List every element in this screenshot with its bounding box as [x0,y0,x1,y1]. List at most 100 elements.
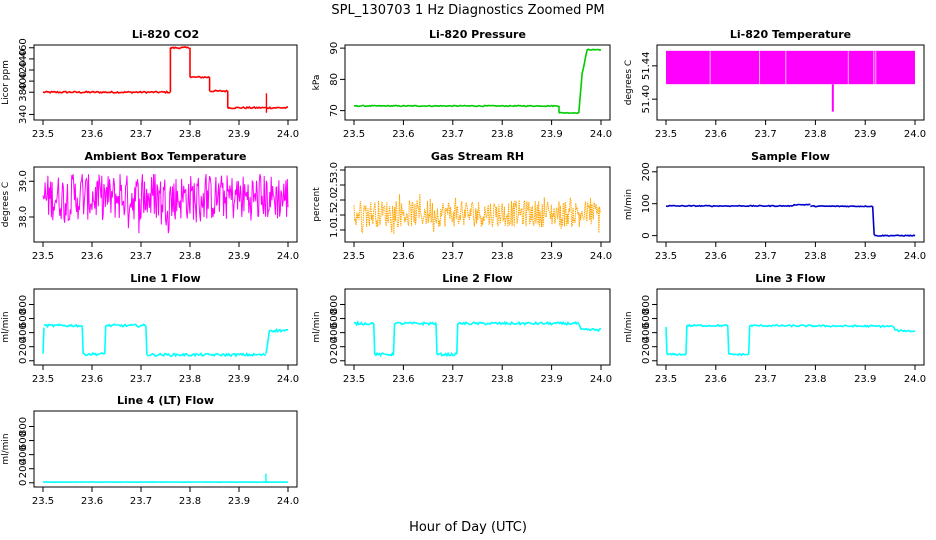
series-line [209,89,229,93]
data-layer [42,46,288,113]
y-tick-label: 1.5 [329,207,340,223]
y-axis-label: degrees C [624,60,634,105]
x-tick-label: 23.7 [442,374,464,385]
series-line [435,323,438,355]
series-line [105,323,146,328]
x-tick-label: 23.6 [705,374,727,385]
series-line [42,90,171,95]
y-tick-label: 100 [641,194,652,213]
data-layer [353,194,602,235]
data-layer [353,320,601,358]
chart-panel-2: Li-820 Pressure 23.5 23.6 23.7 23.8 23.9 24.0 7… [312,28,612,140]
y-tick-label: 0 [18,480,29,486]
x-tick-label: 23.6 [392,251,414,262]
y-tick-label: 2.0 [329,192,340,208]
y-tick-label: 600 [641,309,652,328]
y-tick-label: 400 [18,323,29,342]
data-layer [353,48,602,115]
y-tick-label: 0 [641,232,652,238]
x-tick-label: 23.9 [540,129,562,140]
x-tick-label: 23.7 [130,496,152,507]
plot-frame [33,44,298,121]
series-line [810,204,873,208]
chart-panel-8: Line 2 Flow 23.5 23.6 23.7 23.8 23.9 24.0 0 2004… [312,272,612,385]
panels: Li-820 CO2 23.5 23.6 23.7 23.8 23.9 24.0 340 380… [1,28,926,507]
y-tick-label: 800 [18,417,29,436]
plot-frame [656,166,925,243]
x-tick-label: 23.7 [130,251,152,262]
series-line [685,325,688,355]
x-tick-label: 23.8 [491,374,513,385]
series-line [871,206,875,236]
y-tick-label: 200 [641,162,652,181]
y-tick-label: 380 [18,83,29,102]
y-axis-label: percent [312,187,322,222]
series-line [353,194,602,235]
series-line [665,326,668,355]
data-layer [42,174,289,234]
series-line [728,352,750,357]
chart-panel-10: Line 4 (LT) Flow 23.5 23.6 23.7 23.8 23.9 24.0… [1,394,299,507]
chart-panel-6: Sample Flow 23.5 23.6 23.7 23.8 23.9 24.0 0 100 2… [624,150,926,262]
y-tick-label: 200 [641,337,652,356]
x-tick-label: 23.9 [540,251,562,262]
x-tick-label: 23.5 [655,251,677,262]
x-tick-label: 23.6 [81,129,103,140]
series-line [269,327,288,333]
x-tick-label: 24.0 [277,129,299,140]
series-line [457,320,579,327]
y-tick-label: 800 [18,295,29,314]
series-line [558,111,580,115]
panel-title: Ambient Box Temperature [85,150,247,163]
panel-title: Li-820 CO2 [132,28,199,41]
series-line [353,320,375,327]
x-tick-label: 24.0 [904,251,926,262]
x-tick-label: 24.0 [590,374,612,385]
x-tick-label: 23.7 [754,251,776,262]
x-tick-label: 24.0 [904,129,926,140]
series-line [81,325,84,355]
x-tick-label: 23.8 [179,129,201,140]
chart-panel-4: Ambient Box Temperature 23.5 23.6 23.7 23.8 2… [1,150,299,262]
x-tick-label: 24.0 [277,374,299,385]
x-tick-label: 23.6 [81,374,103,385]
x-tick-label: 23.9 [540,374,562,385]
x-tick-label: 23.9 [228,374,250,385]
x-tick-label: 23.5 [32,251,54,262]
y-axis-label: kPa [312,75,322,91]
data-band [666,50,915,85]
series-line [455,323,459,355]
series-line [436,351,457,358]
x-tick-label: 23.9 [854,374,876,385]
series-line [895,328,916,333]
x-tick-label: 23.8 [491,129,513,140]
x-tick-label: 23.8 [804,129,826,140]
y-tick-label: 3.0 [329,162,340,178]
plot-frame [656,288,925,366]
x-tick-label: 23.9 [854,129,876,140]
series-line [393,321,437,327]
x-axis-label: Hour of Day (UTC) [409,520,527,535]
series-line [392,323,396,355]
panel-title: Sample Flow [751,150,830,163]
figure-title: SPL_130703 1 Hz Diagnostics Zoomed PM [331,3,604,18]
series-line [374,351,395,358]
y-tick-label: 51.40 [641,85,652,114]
panel-title: Line 3 Flow [755,272,825,285]
x-tick-label: 23.8 [179,496,201,507]
plot-frame [33,410,298,488]
series-line [581,327,601,333]
y-axis-label: ml/min [1,311,11,342]
y-tick-label: 440 [18,49,29,68]
series-line [686,323,729,328]
series-line [82,351,105,357]
panel-title: Li-820 Pressure [429,28,526,41]
series-line [103,325,107,355]
x-tick-label: 23.5 [343,251,365,262]
y-tick-label: 600 [18,431,29,450]
data-layer [42,473,288,484]
y-tick-label: 51.44 [641,52,652,81]
x-tick-label: 23.9 [228,251,250,262]
series-line [581,49,588,74]
y-tick-label: 0 [18,358,29,364]
